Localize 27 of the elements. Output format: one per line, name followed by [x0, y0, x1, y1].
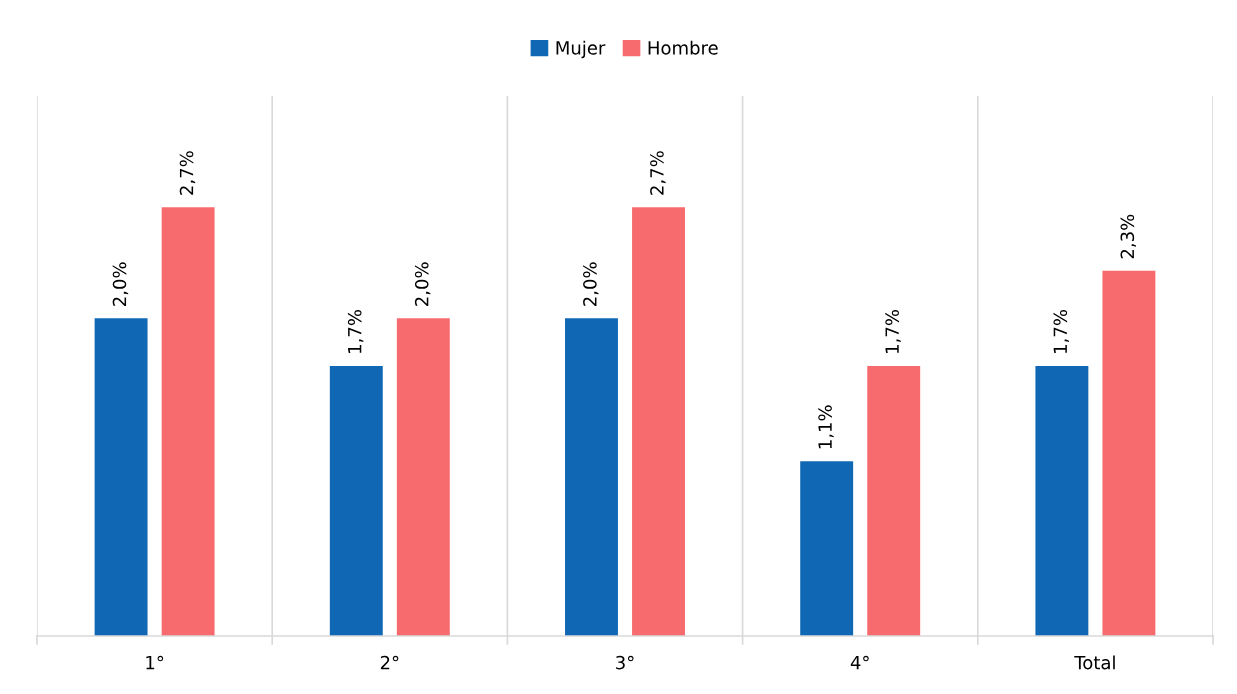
x-tick-label: 2°: [380, 655, 399, 670]
bar: [565, 318, 618, 636]
data-label: 1,7%: [347, 310, 364, 353]
bar: [329, 366, 383, 636]
bar: [1102, 270, 1156, 636]
data-label: 2,0%: [414, 262, 431, 306]
x-tick-label: 1°: [146, 655, 164, 670]
bar: [396, 318, 450, 636]
bar: [632, 207, 685, 636]
data-label: 1,7%: [1053, 310, 1069, 353]
data-label: 2,0%: [583, 262, 599, 306]
bar: [800, 461, 854, 636]
legend-label: Hombre: [648, 40, 718, 55]
data-label: 1,7%: [885, 310, 901, 353]
data-label: 2,7%: [179, 151, 196, 195]
data-label: 2,0%: [112, 262, 129, 306]
data-label: 2,3%: [1120, 214, 1136, 259]
bar: [1035, 366, 1089, 636]
data-label: 2,7%: [650, 151, 666, 195]
x-tick-label: 3°: [616, 655, 634, 670]
x-tick-label: 4°: [850, 655, 869, 670]
legend-label: Mujer: [556, 40, 606, 59]
bar: [94, 318, 148, 636]
data-label: 1,1%: [818, 405, 834, 449]
x-tick-label: Total: [1074, 655, 1115, 670]
bar: [867, 366, 921, 636]
bar: [161, 207, 215, 636]
